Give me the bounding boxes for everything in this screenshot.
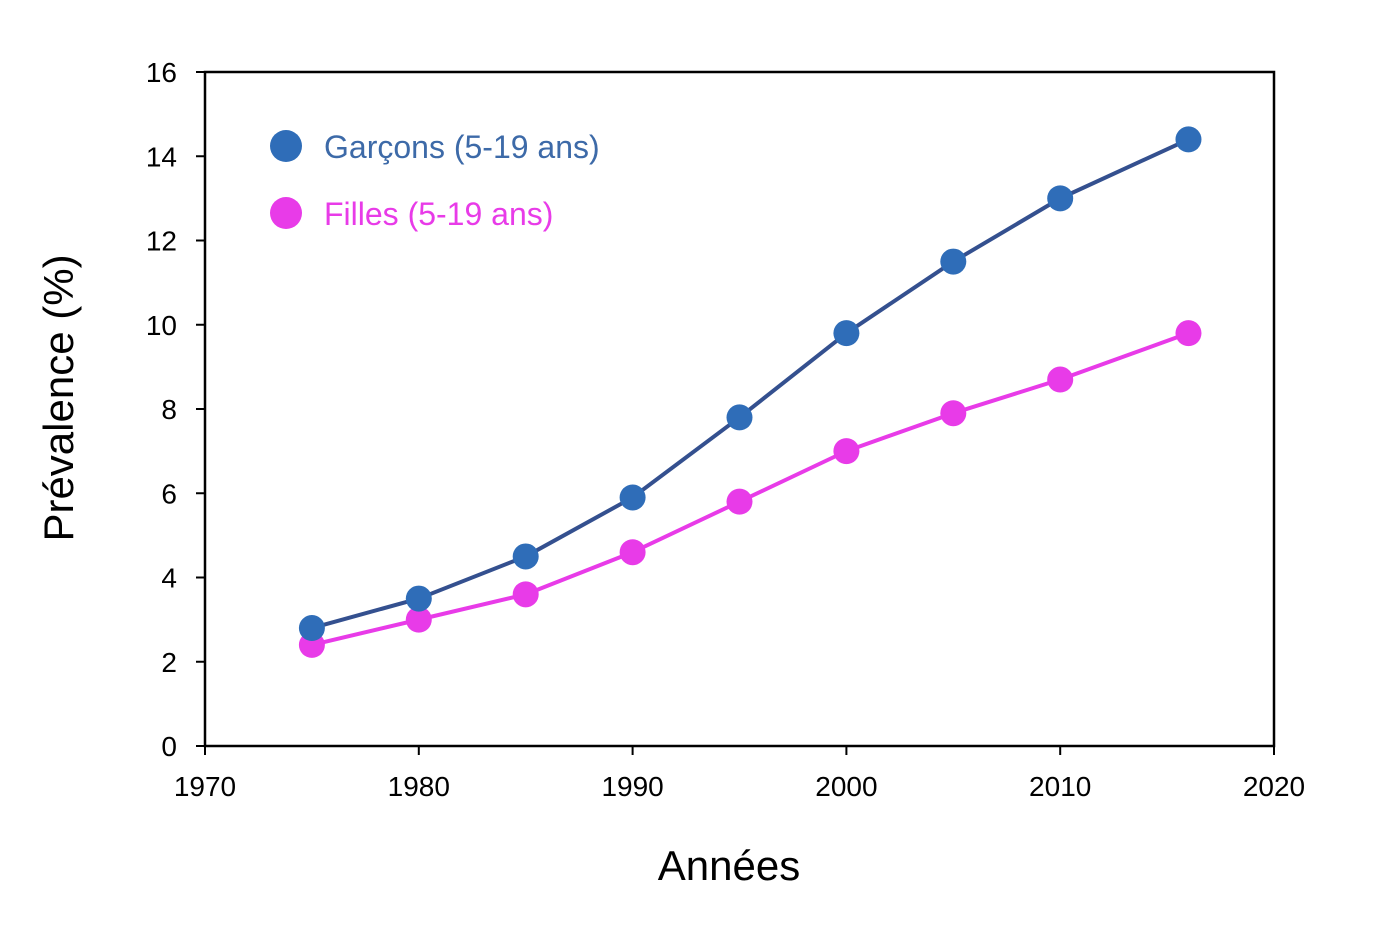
data-point-marker	[405, 606, 432, 633]
y-tick-label: 14	[146, 141, 177, 172]
x-tick-label: 1970	[174, 771, 236, 802]
y-axis-title: Prévalence (%)	[35, 254, 82, 541]
x-tick-label: 2020	[1243, 771, 1305, 802]
legend-marker	[270, 130, 302, 162]
data-point-marker	[833, 320, 860, 347]
x-tick-label: 2010	[1029, 771, 1091, 802]
data-point-marker	[512, 543, 539, 570]
legend-label: Filles (5-19 ans)	[324, 196, 553, 232]
data-point-marker	[1175, 320, 1202, 347]
y-tick-label: 6	[161, 478, 177, 509]
data-point-marker	[298, 615, 325, 642]
x-axis: 1970 1980 1990 2000 2010 2020	[174, 746, 1305, 802]
y-tick-label: 2	[161, 647, 177, 678]
x-tick-label: 1990	[601, 771, 663, 802]
data-point-marker	[1047, 366, 1074, 393]
series-layer	[298, 126, 1202, 658]
data-point-marker	[1047, 185, 1074, 212]
data-point-marker	[726, 488, 753, 515]
legend-label: Garçons (5-19 ans)	[324, 129, 600, 165]
data-point-marker	[405, 585, 432, 612]
y-tick-label: 16	[146, 57, 177, 88]
y-tick-label: 10	[146, 310, 177, 341]
y-tick-label: 0	[161, 731, 177, 762]
data-point-marker	[512, 581, 539, 608]
x-axis-title: Années	[658, 842, 800, 889]
data-point-marker	[940, 248, 967, 275]
legend: Garçons (5-19 ans) Filles (5-19 ans)	[270, 129, 600, 232]
data-point-marker	[833, 438, 860, 465]
y-tick-label: 4	[161, 563, 177, 594]
data-point-marker	[940, 400, 967, 427]
y-axis: 0 2 4 6 8 10 12 14 16	[146, 57, 205, 762]
legend-marker	[270, 197, 302, 229]
y-tick-label: 12	[146, 226, 177, 257]
x-tick-label: 1980	[388, 771, 450, 802]
data-point-marker	[1175, 126, 1202, 153]
data-point-marker	[619, 484, 646, 511]
data-point-marker	[619, 539, 646, 566]
data-point-marker	[726, 404, 753, 431]
y-tick-label: 8	[161, 394, 177, 425]
x-tick-label: 2000	[815, 771, 877, 802]
